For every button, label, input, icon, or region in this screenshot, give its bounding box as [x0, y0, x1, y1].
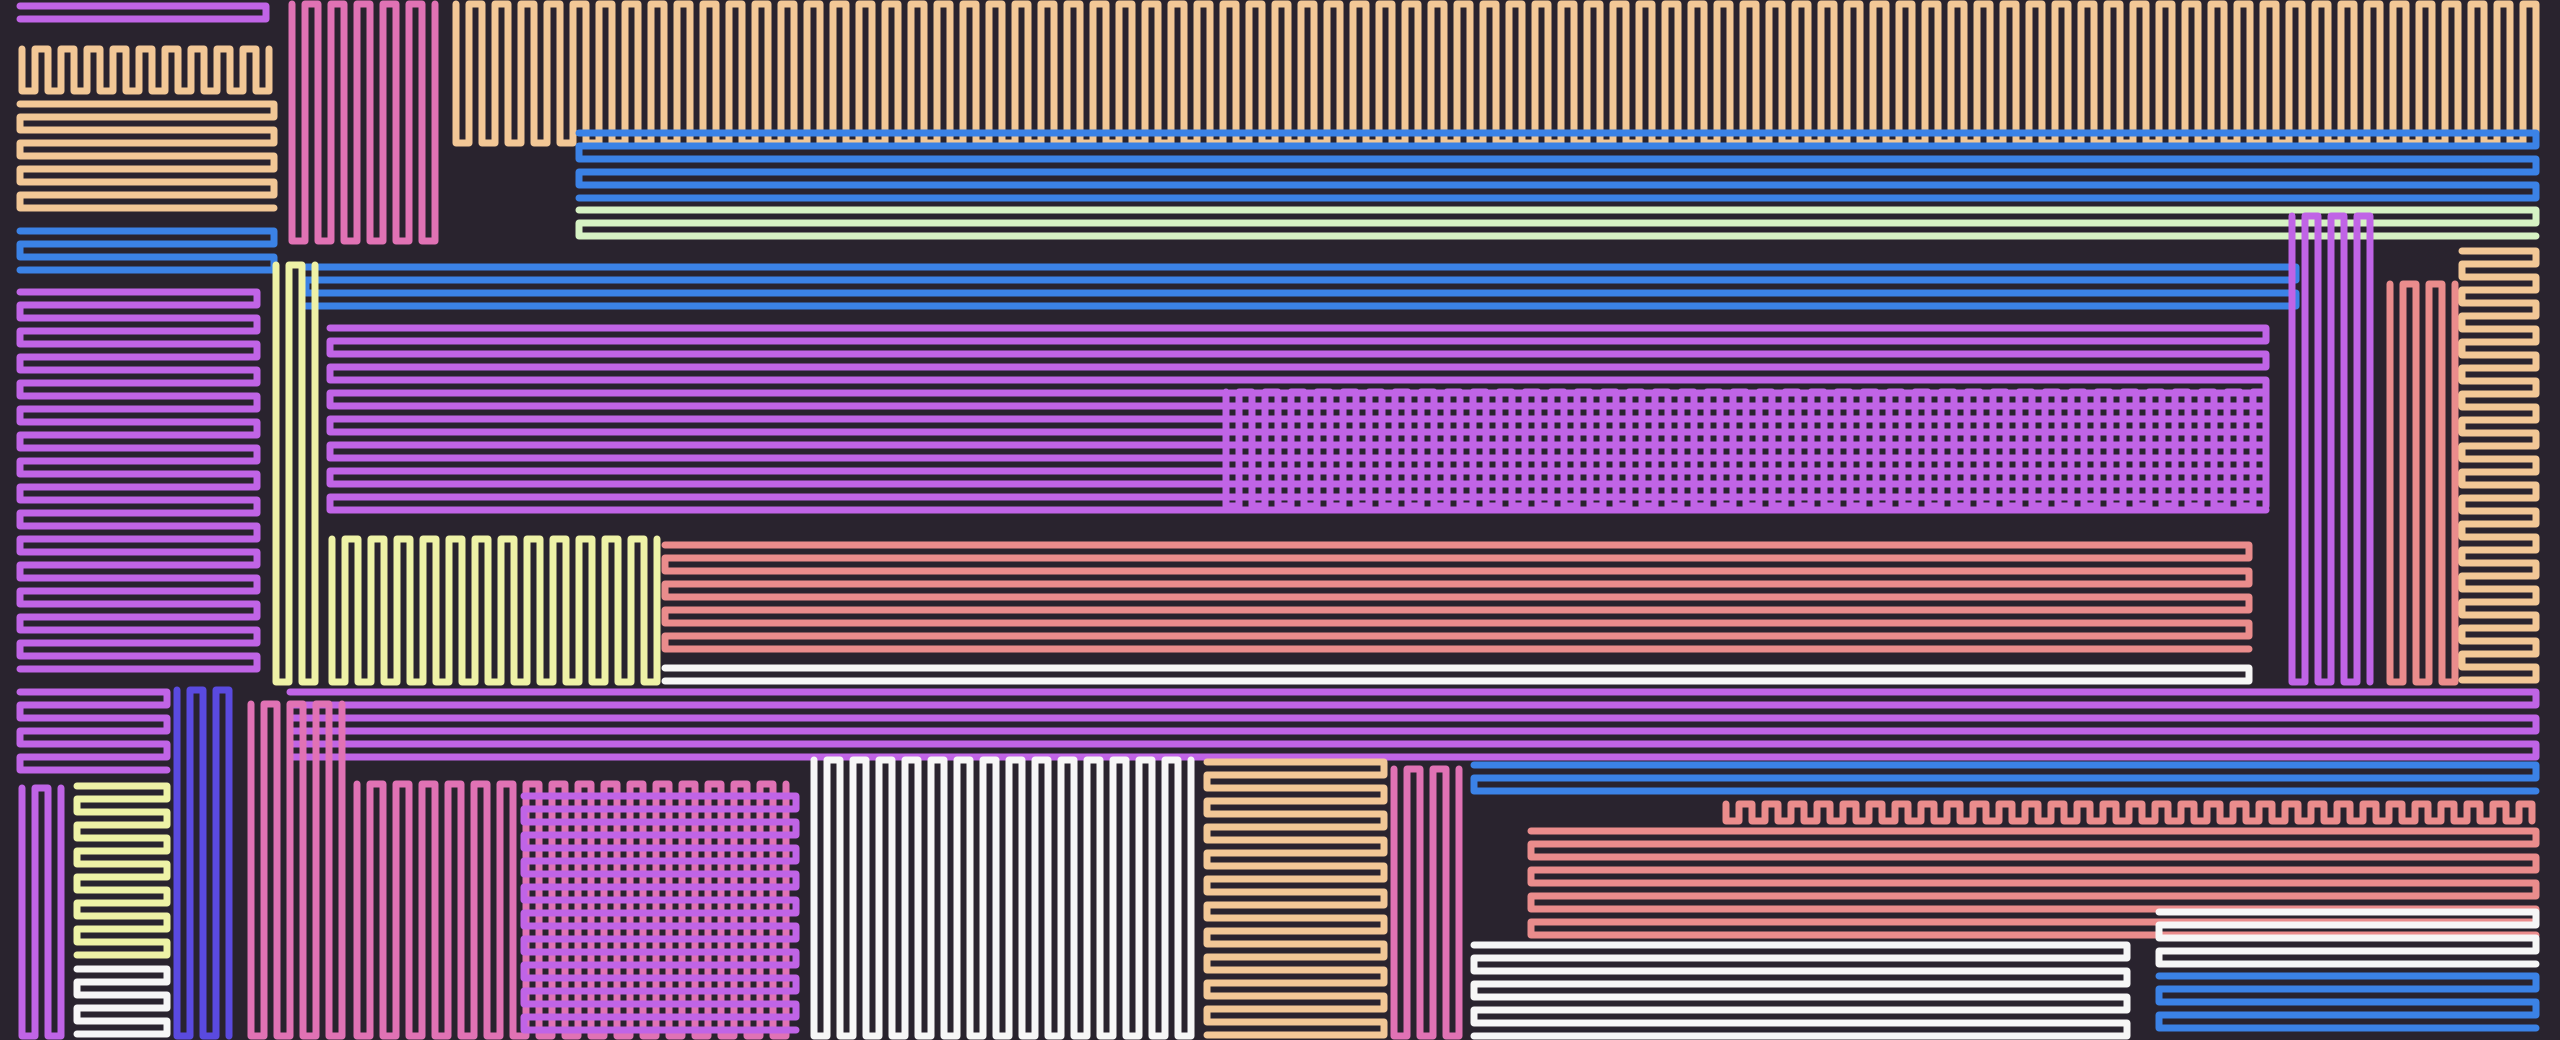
blue-field-bottom	[1470, 761, 2540, 795]
white-field-middle	[661, 664, 2253, 685]
peach-field-bottom	[1203, 758, 1388, 1039]
salmon-field-middle	[661, 541, 2253, 653]
violet-field-bottom-left	[16, 688, 171, 774]
white-zigzag-bottom	[810, 756, 1195, 1040]
violet-field-middle	[326, 324, 2270, 514]
pink-column-bottom-right	[1390, 765, 1463, 1040]
pink-field-top	[288, 0, 439, 245]
blue-field-middle	[302, 263, 2300, 310]
violet-field-left	[16, 288, 261, 673]
peach-field-left	[16, 100, 278, 212]
yellow-zigzag	[328, 535, 661, 686]
yellow-column	[272, 261, 319, 686]
blue-field-bottom-right	[2155, 972, 2540, 1032]
violet-field-top-left	[16, 2, 270, 23]
white-field-bottom-right	[2155, 908, 2540, 968]
violet-column-bottom-left	[18, 784, 65, 1040]
white-field-bottom	[1470, 941, 2131, 1040]
blue-indigo-field-top	[575, 129, 2540, 202]
violet-column-right	[2288, 212, 2374, 686]
salmon-field-bottom	[1527, 827, 2540, 939]
indigo-column-bottom	[173, 686, 233, 1040]
violet-field-bottom-band	[286, 688, 2540, 761]
yellow-field-bottom-left	[73, 782, 171, 959]
salmon-column-right	[2386, 280, 2459, 686]
peach-field-top	[452, 0, 2540, 147]
mint-field-top	[575, 206, 2540, 240]
peach-zigzag-top-left	[18, 45, 273, 95]
white-field-bottom-left	[73, 965, 171, 1038]
blue-field-left	[16, 227, 278, 274]
violet-zigzag-middle	[1222, 388, 2270, 510]
salmon-zigzag-bottom	[1722, 800, 2536, 825]
violet-field-bottom	[520, 792, 800, 1034]
pink-field-bottom	[353, 780, 790, 1040]
pink-column-bottom	[247, 700, 346, 1040]
peach-field-right	[2458, 247, 2540, 684]
